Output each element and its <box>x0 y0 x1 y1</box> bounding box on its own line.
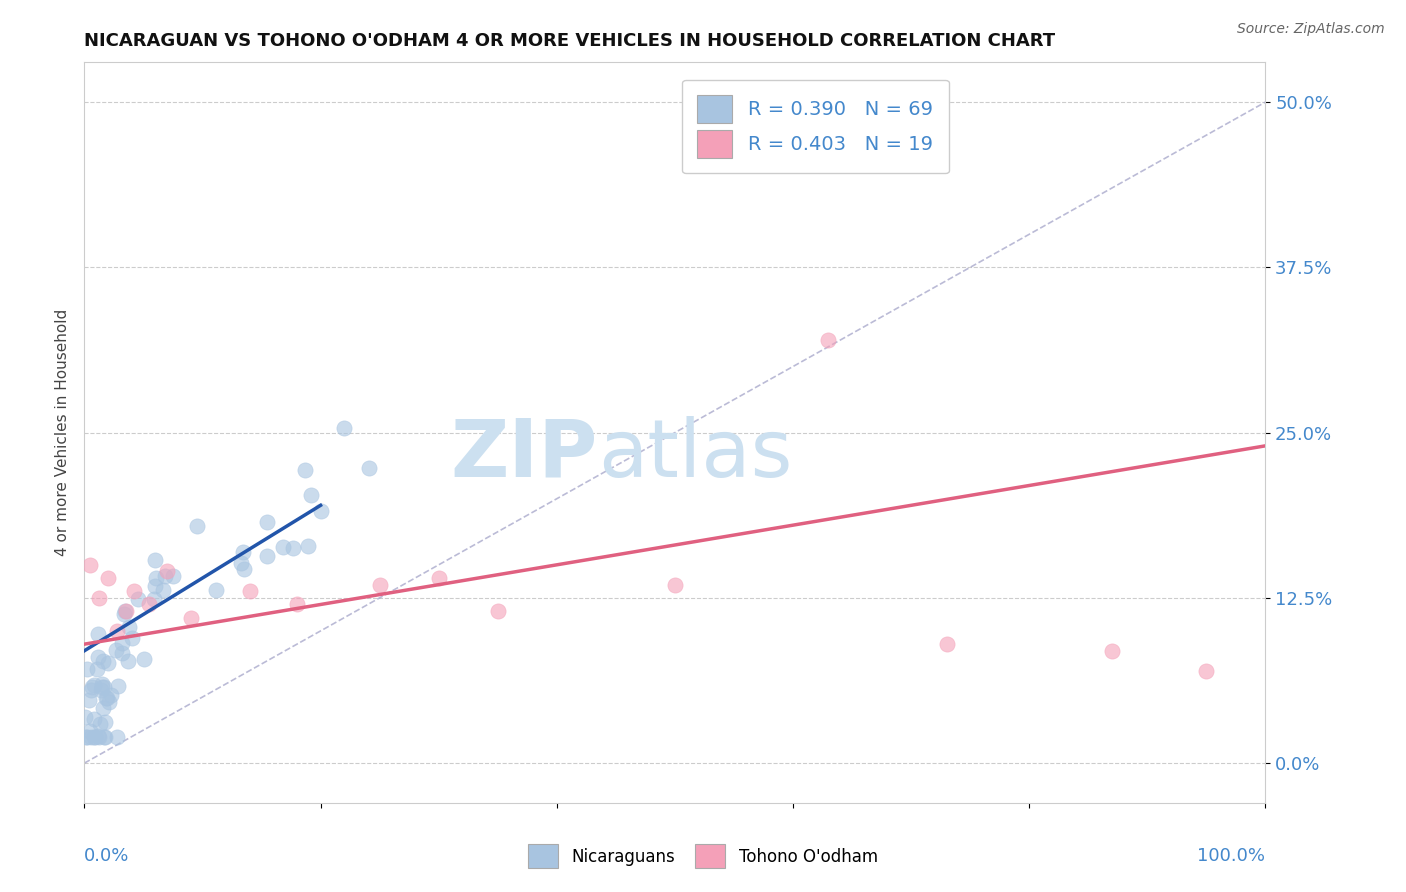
Text: ZIP: ZIP <box>451 416 598 494</box>
Text: Source: ZipAtlas.com: Source: ZipAtlas.com <box>1237 22 1385 37</box>
Point <box>122 584 145 599</box>
Point <box>112 607 135 621</box>
Point <box>1101 644 1123 658</box>
Point <box>98 695 121 709</box>
Point <box>143 579 166 593</box>
Point <box>114 604 136 618</box>
Point <box>111 646 134 660</box>
Point <box>162 569 184 583</box>
Point <box>205 582 228 597</box>
Point <box>297 539 319 553</box>
Point <box>935 637 957 651</box>
Point <box>121 631 143 645</box>
Point <box>91 677 114 691</box>
Point <box>97 657 120 671</box>
Point <box>256 549 278 563</box>
Point <box>186 519 208 533</box>
Text: 100.0%: 100.0% <box>1198 847 1265 865</box>
Point <box>87 729 110 743</box>
Point <box>817 333 839 347</box>
Point <box>104 643 127 657</box>
Text: NICARAGUAN VS TOHONO O'ODHAM 4 OR MORE VEHICLES IN HOUSEHOLD CORRELATION CHART: NICARAGUAN VS TOHONO O'ODHAM 4 OR MORE V… <box>84 32 1056 50</box>
Point <box>359 461 381 475</box>
Point <box>87 591 110 605</box>
Point <box>143 591 166 606</box>
Point <box>232 545 254 559</box>
Point <box>77 693 100 707</box>
Legend: R = 0.390   N = 69, R = 0.403   N = 19: R = 0.390 N = 69, R = 0.403 N = 19 <box>682 79 949 173</box>
Point <box>256 515 278 529</box>
Point <box>1195 664 1218 678</box>
Point <box>80 682 103 697</box>
Point <box>76 662 98 676</box>
Point <box>132 652 155 666</box>
Point <box>145 571 167 585</box>
Point <box>107 624 129 638</box>
Point <box>664 577 686 591</box>
Point <box>96 690 118 705</box>
Point <box>239 584 262 599</box>
Point <box>75 709 97 723</box>
Point <box>79 723 101 738</box>
Point <box>93 681 115 695</box>
Point <box>91 700 114 714</box>
Point <box>143 552 166 566</box>
Point <box>114 603 136 617</box>
Point <box>294 463 316 477</box>
Point <box>299 488 322 502</box>
Point <box>80 730 103 744</box>
Point <box>87 730 110 744</box>
Point <box>233 562 256 576</box>
Point <box>105 730 128 744</box>
Point <box>79 558 101 572</box>
Point <box>285 598 308 612</box>
Point <box>97 571 120 585</box>
Point <box>111 636 134 650</box>
Point <box>91 655 114 669</box>
Point <box>427 571 450 585</box>
Point <box>75 730 97 744</box>
Legend: Nicaraguans, Tohono O'odham: Nicaraguans, Tohono O'odham <box>522 838 884 875</box>
Point <box>84 730 107 744</box>
Point <box>273 540 295 554</box>
Point <box>100 688 122 702</box>
Text: atlas: atlas <box>598 416 793 494</box>
Point <box>83 712 105 726</box>
Point <box>96 690 118 705</box>
Point <box>368 577 391 591</box>
Point <box>87 650 110 665</box>
Text: 0.0%: 0.0% <box>84 847 129 865</box>
Point <box>156 565 179 579</box>
Point <box>486 604 509 618</box>
Point <box>86 663 108 677</box>
Point <box>87 627 110 641</box>
Point <box>91 680 114 694</box>
Point <box>83 678 105 692</box>
Point <box>180 611 202 625</box>
Point <box>93 730 115 744</box>
Point <box>117 654 139 668</box>
Point <box>231 556 253 570</box>
Point <box>283 541 305 555</box>
Y-axis label: 4 or more Vehicles in Household: 4 or more Vehicles in Household <box>55 309 70 557</box>
Point <box>118 619 141 633</box>
Point <box>94 714 117 729</box>
Point <box>309 504 332 518</box>
Point <box>107 679 129 693</box>
Point <box>89 717 111 731</box>
Point <box>80 680 103 694</box>
Point <box>138 598 160 612</box>
Point <box>83 730 105 744</box>
Point <box>76 730 98 744</box>
Point <box>152 583 174 598</box>
Point <box>333 420 356 434</box>
Point <box>127 592 149 607</box>
Point <box>155 569 177 583</box>
Point <box>90 683 112 698</box>
Point <box>94 730 117 744</box>
